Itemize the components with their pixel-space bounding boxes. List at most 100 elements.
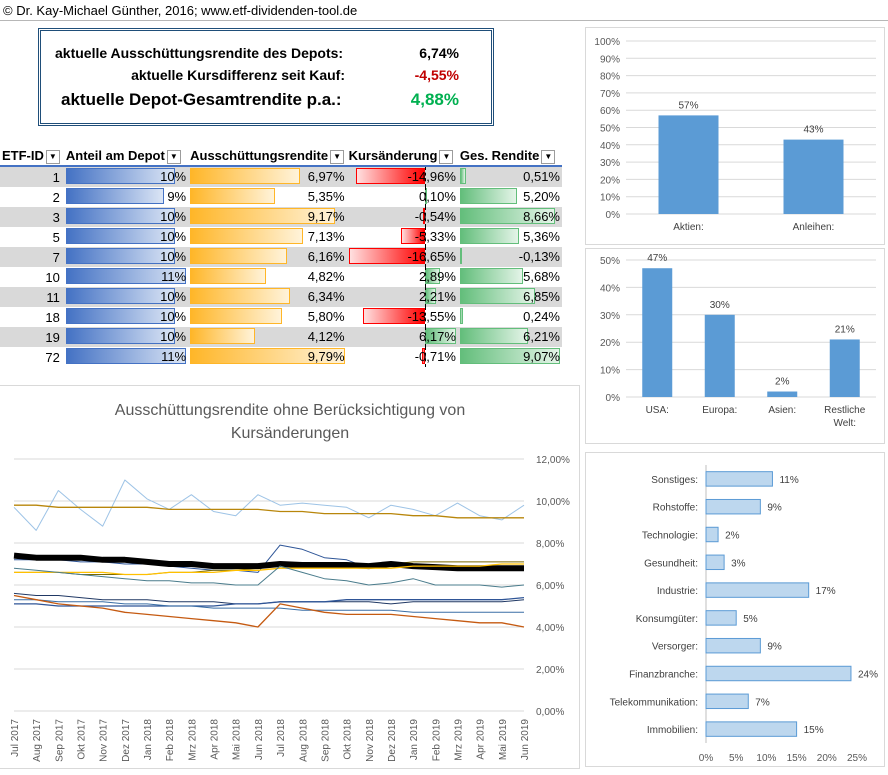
cell-etf-id[interactable]: 18 <box>45 309 60 325</box>
series-line <box>14 563 524 576</box>
cell-kursaenderung-databar <box>348 248 426 264</box>
data-label: 2% <box>775 377 790 388</box>
cell-ausschuettung-databar <box>190 328 256 344</box>
series-line <box>14 504 524 519</box>
filter-dropdown-icon[interactable]: ▼ <box>541 149 556 164</box>
table-row: 3 10% 9,17% -0,54% 8,66% <box>0 207 562 227</box>
cell-anteil: 10% <box>63 247 189 267</box>
header-ausschuettungsrendite[interactable]: Ausschüttungsrendite ▼ <box>188 147 347 167</box>
data-label: 9% <box>767 503 782 514</box>
x-tick-label: Dez 2017 <box>121 719 132 762</box>
x-tick-label: 25% <box>847 753 867 764</box>
cell-kursaenderung: -13,55% <box>347 307 458 327</box>
header-kursaenderung[interactable]: Kursänderung ▼ <box>346 147 458 167</box>
cell-ges-rendite-databar <box>459 348 560 364</box>
cell-anteil-wrap: 11% <box>65 268 187 286</box>
cell-ges-rendite-databar <box>459 328 529 344</box>
cell-ges-rendite-value: 5,20% <box>523 189 560 204</box>
x-tick-label: Jun 2018 <box>254 719 265 761</box>
axis-line <box>425 207 427 227</box>
cell-anteil: 11% <box>64 267 188 287</box>
cell-etf-id[interactable]: 7 <box>0 247 64 267</box>
header-ges-rendite[interactable]: Ges. Rendite ▼ <box>457 147 562 167</box>
data-label: 7% <box>755 697 770 708</box>
y-tick-label: 6,00% <box>536 581 564 592</box>
window-title: © Dr. Kay-Michael Günther, 2016; www.etf… <box>0 0 888 21</box>
cell-kursaenderung-databar <box>422 208 426 224</box>
x-tick-label: Jul 2017 <box>10 719 21 757</box>
cell-etf-id[interactable]: 19 <box>0 327 64 347</box>
x-tick-label: Jan 2019 <box>409 719 420 761</box>
x-tick-label: 10% <box>756 753 776 764</box>
y-tick-label: 50% <box>600 256 620 267</box>
cell-ges-rendite-databar <box>459 288 536 304</box>
data-label: 30% <box>710 300 730 311</box>
y-tick-label: 10,00% <box>536 497 570 508</box>
bar <box>829 339 860 397</box>
bar <box>783 139 844 214</box>
y-tick-label: 70% <box>600 89 620 100</box>
filter-active-icon[interactable]: ▼ <box>166 149 181 164</box>
cell-ausschuettung-wrap: 9,17% <box>190 208 345 226</box>
series-line <box>13 565 525 588</box>
cell-anteil-value: 11% <box>161 269 187 284</box>
x-tick-label: Asien: <box>768 405 796 416</box>
x-tick-label: 5% <box>729 753 744 764</box>
y-tick-label: 2,00% <box>536 665 564 676</box>
cell-ausschuettung-value: 6,34% <box>307 289 345 304</box>
cell-kursaenderung-value: 0,10% <box>419 189 456 204</box>
cell-etf-id[interactable]: 1 <box>0 166 64 187</box>
bar <box>704 314 735 397</box>
table-row: 72 11% 9,79% -0,71% 9,07% <box>0 347 562 367</box>
cell-ausschuettung-databar <box>190 308 282 324</box>
data-label: 11% <box>779 475 798 486</box>
cell-ges-rendite-databar <box>459 228 520 244</box>
y-tick-label: 40% <box>600 283 620 294</box>
cell-kursaenderung-wrap: -0,71% <box>349 347 456 367</box>
x-tick-label: Anleihen: <box>793 222 835 233</box>
x-tick-label: Jun 2019 <box>520 719 531 761</box>
series-line <box>14 596 525 607</box>
cell-anteil-wrap: 10% <box>65 288 186 306</box>
cell-ausschuettung: 7,13% <box>188 227 346 247</box>
cell-etf-id[interactable]: 72 <box>45 349 60 365</box>
table-row: 10 11% 4,82% 2,89% 5,68% <box>0 267 562 287</box>
cell-etf-id[interactable]: 10 <box>45 269 60 285</box>
y-tick-label: 80% <box>600 72 620 83</box>
x-tick-label: Jan 2018 <box>143 719 154 761</box>
cell-ausschuettung-wrap: 7,13% <box>190 228 345 246</box>
cell-anteil-value: 10% <box>160 209 187 224</box>
bar <box>642 268 673 397</box>
x-tick-label: Sep 2018 <box>320 719 331 762</box>
y-tick-label: 100% <box>594 37 620 48</box>
x-tick-label: Europa: <box>702 405 737 416</box>
header-etf-id[interactable]: ETF-ID ▼ <box>0 147 64 167</box>
table-row: 1 10% 6,97% -14,96% 0,51% <box>0 166 562 187</box>
cell-etf-id[interactable]: 2 <box>52 189 60 205</box>
sector-chart: 0% 5% 10% 15% 20% 25% Sonstiges: 11% Rohstoffe: 9… <box>610 465 878 764</box>
bar <box>705 610 737 626</box>
data-label: 2% <box>725 531 740 542</box>
table-header-row: ETF-ID ▼ Anteil am Depot ▼ Ausschüttungsre… <box>0 147 562 167</box>
cell-ges-rendite-value: 9,07% <box>523 349 560 364</box>
cell-ausschuettung: 6,16% <box>188 247 347 267</box>
cell-anteil-value: 10% <box>160 229 187 244</box>
filter-dropdown-icon[interactable]: ▼ <box>45 149 60 164</box>
cell-kursaenderung-databar <box>400 228 426 244</box>
table-row: 18 10% 5,80% -13,55% 0,24% <box>0 307 562 327</box>
filter-dropdown-icon[interactable]: ▼ <box>330 149 345 164</box>
cell-ges-rendite: 6,21% <box>457 327 562 347</box>
cell-ausschuettung-value: 5,80% <box>307 309 345 324</box>
cell-etf-id[interactable]: 5 <box>52 229 60 245</box>
bar <box>705 693 749 710</box>
y-tick-label: 12,00% <box>536 455 570 466</box>
filter-dropdown-icon[interactable]: ▼ <box>439 149 454 164</box>
asset-class-chart: 0% 10% 20% 30% 40% 50% 60% 70% 80% 90% 100% 57% Akti… <box>594 37 876 233</box>
cell-ges-rendite-wrap: -0,13% <box>459 248 560 266</box>
cell-kursaenderung-wrap: 6,17% <box>349 327 456 347</box>
cell-kursaenderung: -0,71% <box>347 347 458 367</box>
cell-etf-id[interactable]: 11 <box>0 287 64 307</box>
cell-etf-id[interactable]: 3 <box>0 207 64 227</box>
cell-kursaenderung-value: 2,89% <box>419 269 456 284</box>
header-anteil[interactable]: Anteil am Depot ▼ <box>63 147 189 167</box>
